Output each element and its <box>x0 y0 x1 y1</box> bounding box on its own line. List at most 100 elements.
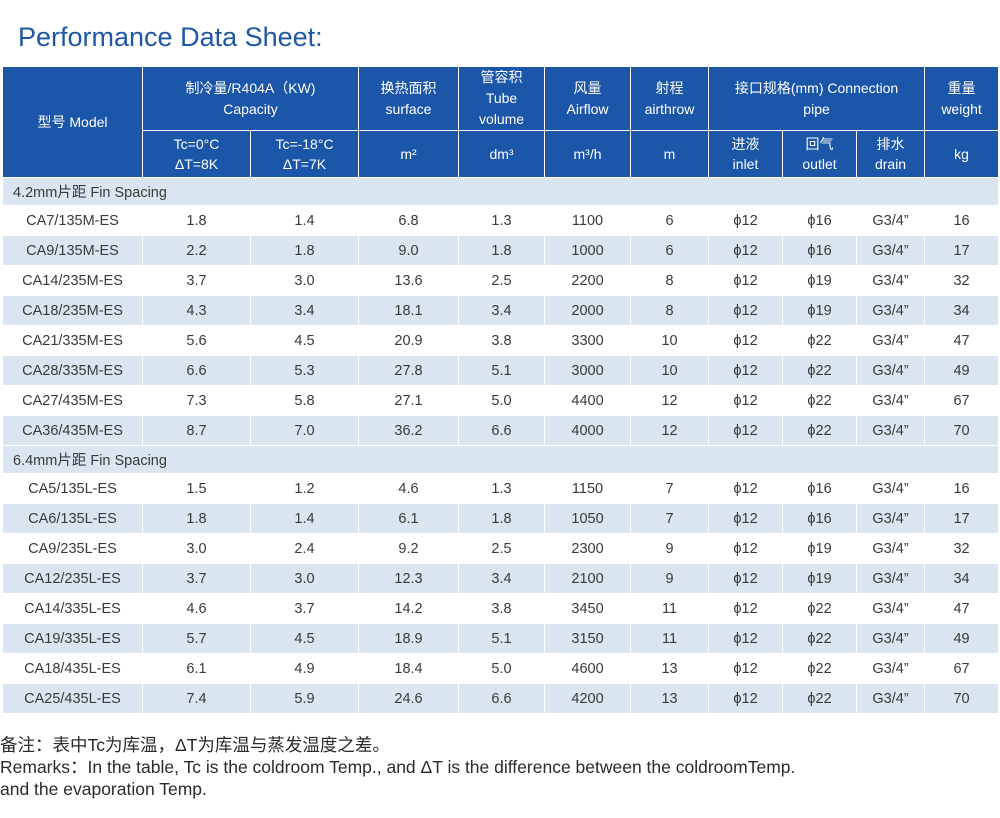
model-cell: CA21/335M-ES <box>2 325 143 356</box>
table-cell: 6 <box>630 205 710 236</box>
table-cell: 32 <box>924 265 1000 296</box>
table-cell: 8 <box>630 265 710 296</box>
model-cell: CA5/135L-ES <box>2 473 143 504</box>
table-cell: 7.0 <box>249 415 360 446</box>
header-model: 型号 Model <box>2 66 143 178</box>
table-cell: 36.2 <box>358 415 460 446</box>
table-cell: 5.6 <box>142 325 251 356</box>
table-cell: ϕ16 <box>782 503 858 534</box>
table-cell: ϕ22 <box>782 623 858 654</box>
table-cell: 1100 <box>544 205 632 236</box>
table-cell: 13.6 <box>358 265 460 296</box>
table-row: CA27/435M-ES 7.3 5.8 27.1 5.0 4400 12 ϕ12 ϕ22 G3/… <box>2 385 1000 416</box>
table-cell: G3/4” <box>856 415 926 446</box>
table-cell: 2.5 <box>458 533 546 564</box>
table-cell: 6.1 <box>142 653 251 684</box>
model-cell: CA36/435M-ES <box>2 415 143 446</box>
table-cell: 8.7 <box>142 415 251 446</box>
table-cell: ϕ12 <box>708 593 784 624</box>
table-cell: ϕ19 <box>782 533 858 564</box>
page-title: Performance Data Sheet: <box>18 22 323 52</box>
table-cell: 5.1 <box>458 623 546 654</box>
table-cell: 3000 <box>544 355 632 386</box>
remarks-en: Remarks：In the table, Tc is the coldroom… <box>0 757 796 777</box>
table-cell: 5.7 <box>142 623 251 654</box>
table-cell: ϕ12 <box>708 473 784 504</box>
table-cell: ϕ12 <box>708 265 784 296</box>
table-cell: 27.1 <box>358 385 460 416</box>
table-cell: 4.5 <box>249 623 360 654</box>
table-cell: 67 <box>924 653 1000 684</box>
table-cell: 13 <box>630 683 710 714</box>
unit-weight: kg <box>924 130 1000 178</box>
table-cell: 49 <box>924 355 1000 386</box>
table-cell: 12.3 <box>358 563 460 594</box>
header-inlet: 进液 inlet <box>708 130 784 178</box>
table-row: CA5/135L-ES 1.5 1.2 4.6 1.3 1150 7 ϕ12 ϕ16 G3/4” 1… <box>2 473 1000 504</box>
table-cell: ϕ12 <box>708 653 784 684</box>
header-weight: 重量 weight <box>924 66 1000 131</box>
table-cell: 1.3 <box>458 205 546 236</box>
table-cell: G3/4” <box>856 683 926 714</box>
table-cell: 6.6 <box>458 683 546 714</box>
section-row: 4.2mm片距 Fin Spacing <box>1 177 1000 206</box>
table-cell: 1.8 <box>458 503 546 534</box>
table-cell: 49 <box>924 623 1000 654</box>
table-row: CA14/335L-ES 4.6 3.7 14.2 3.8 3450 11 ϕ12 ϕ22 G3/… <box>2 593 1000 624</box>
table-cell: 4.5 <box>249 325 360 356</box>
table-cell: 10 <box>630 355 710 386</box>
table-cell: G3/4” <box>856 593 926 624</box>
table-cell: 5.1 <box>458 355 546 386</box>
header-tube-volume: 管容积 Tube volume <box>458 66 546 131</box>
model-cell: CA27/435M-ES <box>2 385 143 416</box>
table-cell: G3/4” <box>856 235 926 266</box>
table-cell: 3450 <box>544 593 632 624</box>
table-row: CA28/335M-ES 6.6 5.3 27.8 5.1 3000 10 ϕ12 ϕ22 G3/… <box>2 355 1000 386</box>
table-cell: 3.0 <box>249 563 360 594</box>
table-row: CA18/435L-ES 6.1 4.9 18.4 5.0 4600 13 ϕ12 ϕ22 G3/… <box>2 653 1000 684</box>
table-cell: ϕ16 <box>782 205 858 236</box>
table-cell: 1.4 <box>249 503 360 534</box>
table-cell: 9 <box>630 563 710 594</box>
table-row: CA9/135M-ES 2.2 1.8 9.0 1.8 1000 6 ϕ12 ϕ16 G3/4” 1… <box>2 235 1000 266</box>
table-cell: 3.0 <box>142 533 251 564</box>
table-cell: ϕ12 <box>708 683 784 714</box>
table-cell: 14.2 <box>358 593 460 624</box>
table-cell: 12 <box>630 385 710 416</box>
table-cell: 6.8 <box>358 205 460 236</box>
table-row: CA6/135L-ES 1.8 1.4 6.1 1.8 1050 7 ϕ12 ϕ16 G3/4” 1… <box>2 503 1000 534</box>
unit-surface: m² <box>358 130 460 178</box>
table-cell: 4600 <box>544 653 632 684</box>
table-cell: 8 <box>630 295 710 326</box>
table-cell: 1.8 <box>142 205 251 236</box>
table-cell: 5.0 <box>458 385 546 416</box>
table-cell: 3300 <box>544 325 632 356</box>
table-cell: ϕ19 <box>782 295 858 326</box>
table-cell: ϕ12 <box>708 385 784 416</box>
table-cell: 3.8 <box>458 593 546 624</box>
table-body: 4.2mm片距 Fin Spacing CA7/135M-ES 1.8 1.4 6.8 1… <box>1 177 1000 714</box>
table-cell: 11 <box>630 593 710 624</box>
table-cell: 27.8 <box>358 355 460 386</box>
table-cell: 20.9 <box>358 325 460 356</box>
table-cell: G3/4” <box>856 205 926 236</box>
table-cell: 6.6 <box>142 355 251 386</box>
header-drain: 排水 drain <box>856 130 926 178</box>
header-surface: 换热面积 surface <box>358 66 460 131</box>
table-cell: 1.5 <box>142 473 251 504</box>
table-cell: 11 <box>630 623 710 654</box>
model-cell: CA12/235L-ES <box>2 563 143 594</box>
table-cell: 13 <box>630 653 710 684</box>
table-cell: 6 <box>630 235 710 266</box>
table-cell: G3/4” <box>856 653 926 684</box>
table-cell: 6.1 <box>358 503 460 534</box>
section-label: 6.4mm片距 Fin Spacing <box>1 445 1000 474</box>
table-cell: 7.4 <box>142 683 251 714</box>
table-cell: 16 <box>924 473 1000 504</box>
table-cell: G3/4” <box>856 533 926 564</box>
table-cell: 1050 <box>544 503 632 534</box>
model-cell: CA25/435L-ES <box>2 683 143 714</box>
table-cell: G3/4” <box>856 503 926 534</box>
table-cell: 5.8 <box>249 385 360 416</box>
table-cell: 17 <box>924 503 1000 534</box>
